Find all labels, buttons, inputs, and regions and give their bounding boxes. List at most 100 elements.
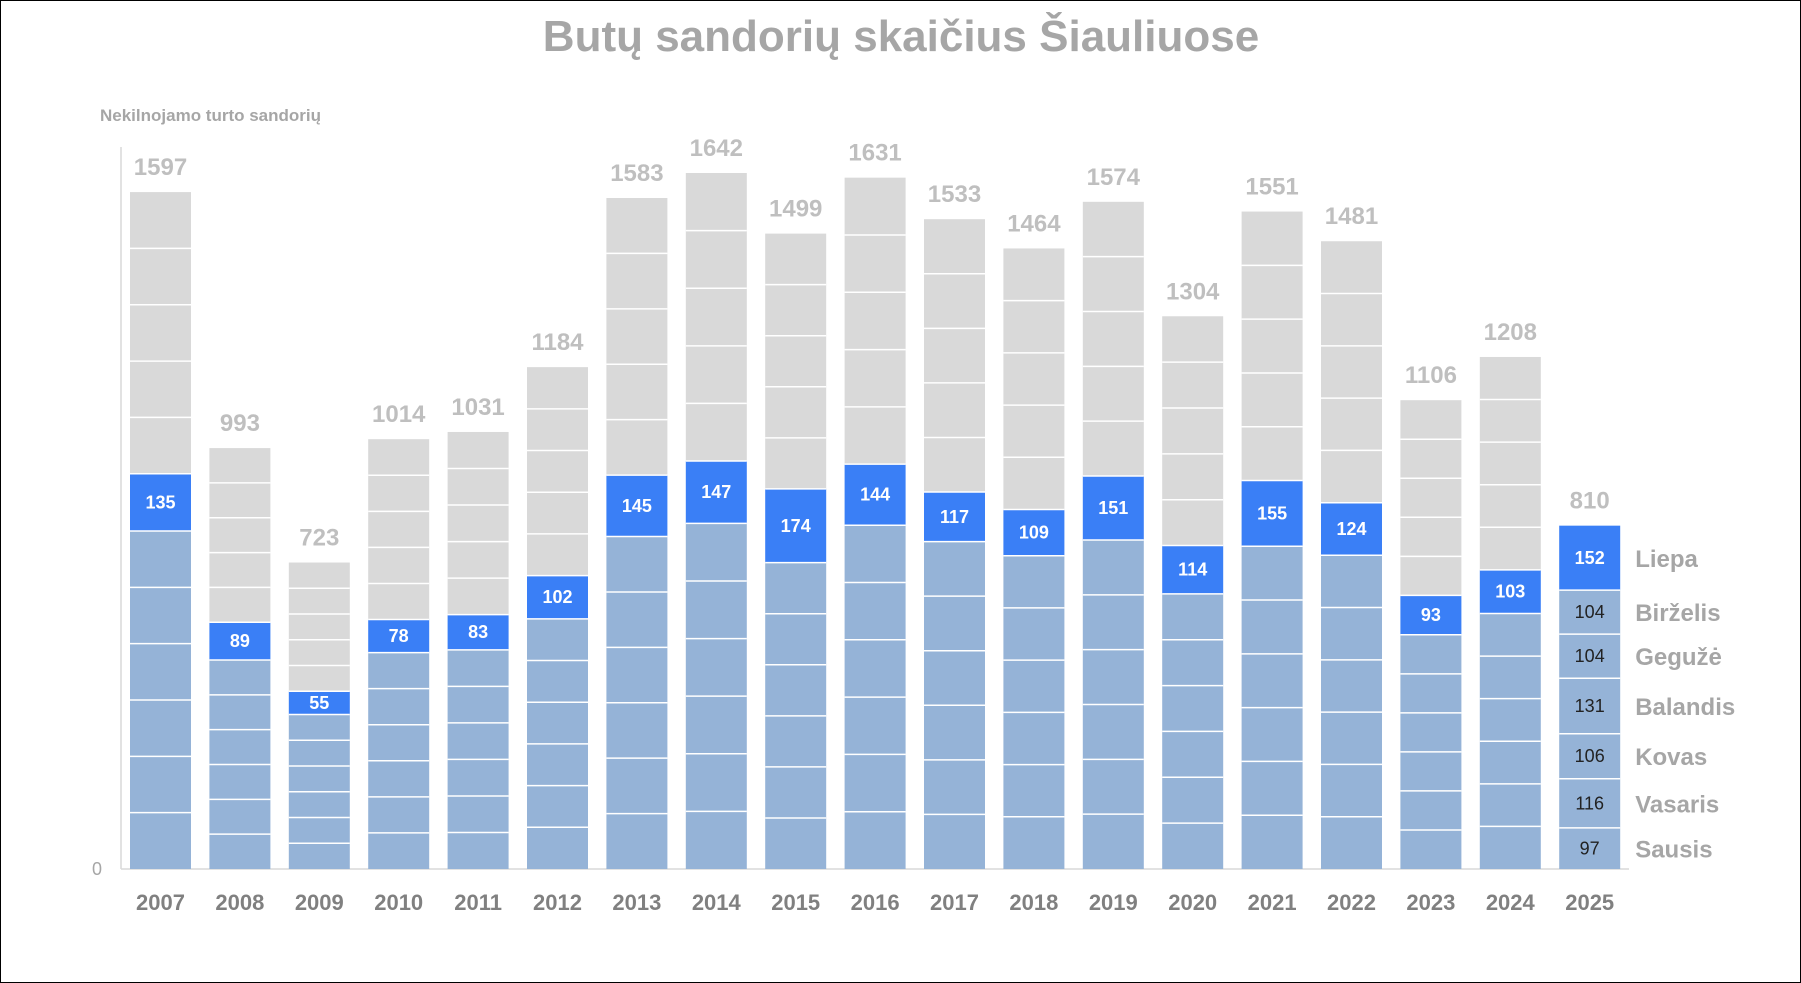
x-tick-2016: 2016 — [851, 890, 900, 915]
total-label-2019: 1574 — [1087, 164, 1141, 191]
july-value-label-2013: 145 — [622, 496, 652, 516]
total-label-2011: 1031 — [451, 394, 504, 421]
bar-aug-dec-2021 — [1241, 211, 1303, 481]
bar-july-2018 — [1003, 509, 1065, 556]
bar-july-2010 — [368, 619, 430, 653]
bar-july-2014 — [685, 461, 747, 524]
july-value-label-2021: 155 — [1257, 503, 1287, 523]
bar-july-2022 — [1321, 502, 1382, 556]
x-tick-2012: 2012 — [533, 890, 582, 915]
x-tick-2020: 2020 — [1168, 890, 1217, 915]
x-tick-2009: 2009 — [295, 890, 344, 915]
x-tick-2008: 2008 — [215, 890, 264, 915]
legend-month-7: Liepa — [1635, 546, 1698, 573]
month-value-label: 131 — [1575, 696, 1605, 716]
legend-month-3: Kovas — [1635, 744, 1707, 771]
bar-jan-jun-2025 — [1559, 590, 1621, 869]
total-label-2016: 1631 — [848, 140, 901, 167]
july-value-label-2009: 55 — [309, 693, 329, 713]
july-value-label-2025: 152 — [1575, 548, 1605, 568]
total-label-2022: 1481 — [1325, 203, 1378, 230]
total-label-2008: 993 — [220, 410, 260, 437]
total-label-2007: 1597 — [134, 154, 187, 181]
y-zero-tick: 0 — [92, 859, 102, 879]
legend-month-2: Vasaris — [1635, 791, 1719, 818]
bar-aug-dec-2012 — [527, 367, 588, 576]
bar-july-2020 — [1162, 545, 1224, 594]
bar-july-2024 — [1479, 569, 1541, 614]
total-label-2010: 1014 — [372, 401, 426, 428]
july-value-label-2023: 93 — [1421, 605, 1441, 625]
bar-aug-dec-2010 — [368, 439, 430, 620]
bar-aug-dec-2023 — [1400, 400, 1462, 596]
july-value-label-2011: 83 — [468, 622, 488, 642]
month-value-label: 106 — [1575, 746, 1605, 766]
bar-july-2007 — [130, 473, 191, 531]
total-label-2009: 723 — [299, 525, 339, 552]
total-label-2024: 1208 — [1484, 319, 1537, 346]
month-value-label: 104 — [1575, 646, 1605, 666]
bar-july-2011 — [447, 614, 509, 650]
x-tick-2013: 2013 — [612, 890, 661, 915]
bar-july-2023 — [1400, 595, 1462, 635]
x-tick-2017: 2017 — [930, 890, 979, 915]
total-label-2020: 1304 — [1166, 278, 1220, 305]
x-tick-2018: 2018 — [1009, 890, 1058, 915]
bar-july-2016 — [844, 464, 906, 526]
bar-aug-dec-2020 — [1162, 316, 1224, 546]
july-value-label-2008: 89 — [230, 631, 250, 651]
bar-aug-dec-2016 — [844, 177, 906, 465]
bar-aug-dec-2024 — [1479, 356, 1541, 570]
month-value-label: 104 — [1575, 602, 1605, 622]
july-value-label-2010: 78 — [389, 626, 409, 646]
month-value-label: 116 — [1575, 793, 1604, 813]
x-tick-2022: 2022 — [1327, 890, 1376, 915]
x-tick-2015: 2015 — [771, 890, 820, 915]
bar-aug-dec-2018 — [1003, 248, 1065, 510]
bar-aug-dec-2014 — [685, 173, 747, 462]
bar-july-2009 — [288, 691, 350, 715]
x-tick-2023: 2023 — [1406, 890, 1455, 915]
total-label-2017: 1533 — [928, 181, 981, 208]
bar-aug-dec-2007 — [130, 192, 191, 474]
legend-month-4: Balandis — [1635, 694, 1735, 721]
x-tick-2010: 2010 — [374, 890, 423, 915]
y-axis-label: Nekilnojamo turto sandorių — [100, 106, 321, 125]
x-tick-2019: 2019 — [1089, 890, 1138, 915]
x-tick-2011: 2011 — [454, 890, 502, 915]
bar-aug-dec-2009 — [288, 562, 350, 692]
july-value-label-2007: 135 — [145, 492, 175, 512]
total-label-2012: 1184 — [531, 329, 584, 356]
x-tick-2021: 2021 — [1248, 890, 1297, 915]
x-tick-2007: 2007 — [136, 890, 185, 915]
july-value-label-2019: 151 — [1098, 498, 1128, 518]
july-value-label-2012: 102 — [542, 587, 572, 607]
x-tick-2025: 2025 — [1565, 890, 1614, 915]
july-value-label-2024: 103 — [1495, 582, 1525, 602]
bar-july-2013 — [606, 475, 668, 537]
july-value-label-2018: 109 — [1019, 523, 1049, 543]
bar-july-2021 — [1241, 480, 1303, 547]
bar-aug-dec-2015 — [765, 233, 827, 489]
month-value-label: 97 — [1580, 838, 1600, 858]
bar-aug-dec-2019 — [1082, 201, 1144, 476]
total-label-2015: 1499 — [769, 196, 822, 223]
bar-july-2012 — [527, 575, 588, 619]
bar-july-2015 — [765, 488, 827, 563]
labels-group: 135 1597 2007 89 993 2008 55 723 2009 78 1014 2010 8… — [134, 135, 1735, 915]
total-label-2018: 1464 — [1007, 210, 1061, 237]
july-value-label-2017: 117 — [940, 507, 969, 527]
bar-july-2008 — [209, 622, 271, 660]
bar-july-2025 — [1559, 525, 1621, 591]
total-label-2021: 1551 — [1245, 174, 1298, 201]
bar-aug-dec-2017 — [924, 219, 985, 493]
july-value-label-2020: 114 — [1178, 560, 1207, 580]
bar-aug-dec-2011 — [447, 431, 509, 615]
bar-july-2019 — [1082, 475, 1144, 540]
total-label-2014: 1642 — [690, 135, 743, 162]
bar-july-2017 — [924, 492, 985, 542]
bar-aug-dec-2022 — [1321, 241, 1382, 503]
bar-aug-dec-2013 — [606, 198, 668, 476]
